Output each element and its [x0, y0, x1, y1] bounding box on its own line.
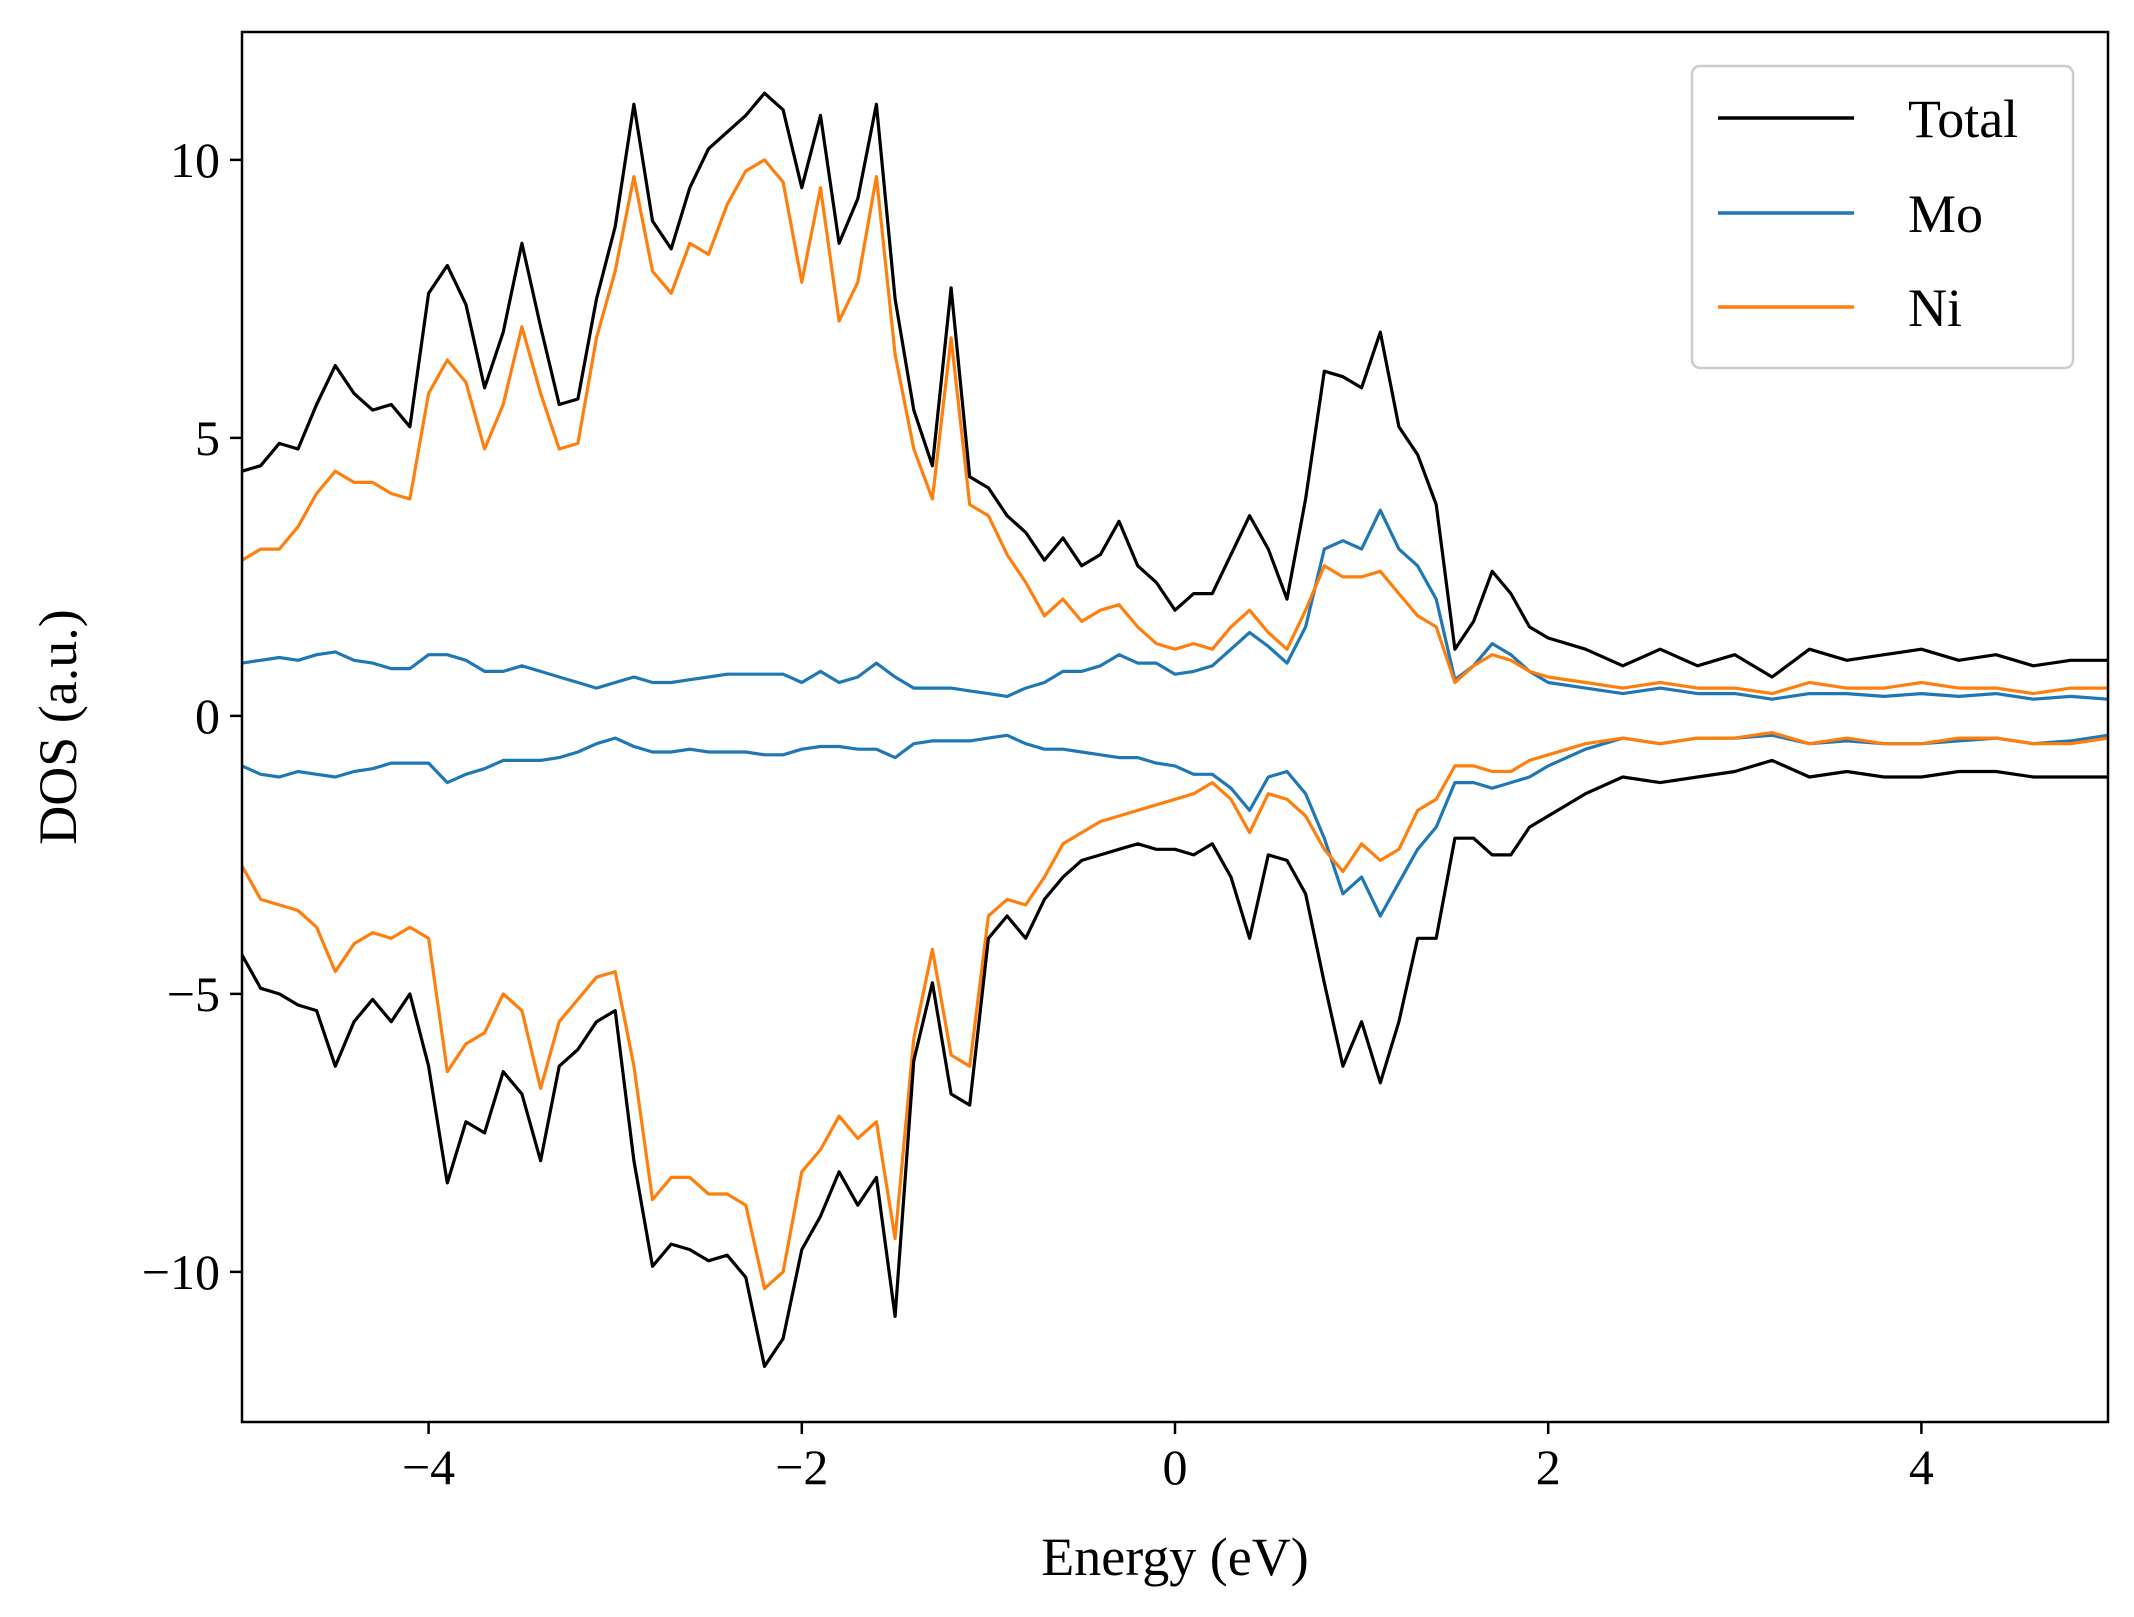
legend-label-ni: Ni	[1908, 278, 1962, 338]
legend-label-total: Total	[1908, 89, 2018, 149]
series-line-mo-spin-down	[242, 733, 2108, 918]
y-tick-label: −5	[167, 966, 220, 1022]
series-line-ni-spin-up	[242, 158, 2108, 696]
legend-label-mo: Mo	[1908, 184, 1983, 244]
y-axis-label: DOS (a.u.)	[28, 609, 88, 844]
x-axis-label: Energy (eV)	[1041, 1527, 1308, 1587]
legend: Total Mo Ni	[1690, 64, 2075, 370]
y-tick-label: 0	[195, 688, 220, 744]
legend-box	[1690, 64, 2075, 370]
plot-lines	[242, 91, 2108, 1368]
x-tick-label: −2	[775, 1439, 828, 1495]
x-tick-label: −4	[402, 1439, 455, 1495]
series-line-ni-spin-down	[242, 731, 2108, 1291]
y-tick-label: 5	[195, 410, 220, 466]
y-tick-label: −10	[142, 1244, 220, 1300]
x-tick-label: 4	[1909, 1439, 1934, 1495]
series-line-total-spin-down	[242, 758, 2108, 1368]
x-tick-label: 2	[1536, 1439, 1561, 1495]
x-axis-ticks: −4 −2 0 2 4	[402, 1422, 1934, 1495]
series-line-mo-spin-up	[242, 508, 2108, 701]
y-axis-ticks: −10 −5 0 5 10	[142, 132, 242, 1300]
x-tick-label: 0	[1163, 1439, 1188, 1495]
y-tick-label: 10	[170, 132, 220, 188]
series-line-total-spin-up	[242, 91, 2108, 679]
